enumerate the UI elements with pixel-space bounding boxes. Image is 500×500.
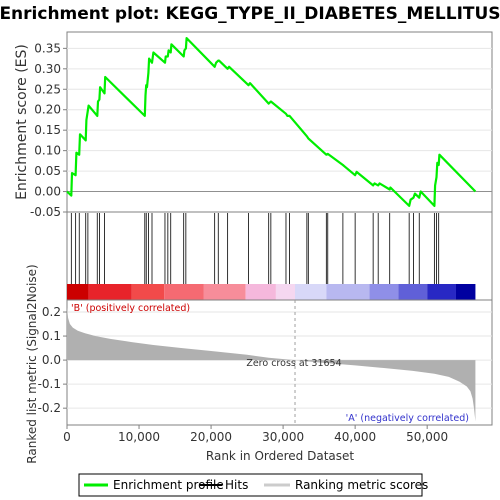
es-y-tick-label: 0.20 [34, 103, 61, 117]
positive-correlation-label: 'B' (positively correlated) [71, 303, 190, 314]
legend-enrichment-profile-label: Enrichment profile [113, 478, 224, 492]
enrichment-profile-line [66, 36, 477, 207]
metric-y-tick-label: 0.0 [42, 353, 61, 367]
ranking-color-segment [326, 284, 370, 300]
x-tick-label: 20,000 [190, 430, 232, 444]
x-tick-label: 10,000 [118, 430, 160, 444]
es-y-tick-label: -0.05 [30, 205, 61, 219]
legend-ranking-metric-label: Ranking metric scores [295, 478, 428, 492]
es-y-tick-label: 0.15 [34, 123, 61, 137]
es-y-axis-label: Enrichment score (ES) [14, 44, 30, 200]
es-y-tick-label: 0.00 [34, 185, 61, 199]
chart-title: Enrichment plot: KEGG_TYPE_II_DIABETES_M… [0, 4, 500, 24]
x-tick-label: 30,000 [262, 430, 304, 444]
ranking-color-segment [131, 284, 165, 300]
metric-y-tick-label: 0.2 [42, 305, 61, 319]
es-y-tick-label: 0.10 [34, 144, 61, 158]
ranking-color-segment [203, 284, 246, 300]
metric-y-tick-label: -0.1 [38, 377, 61, 391]
ranking-color-segment [275, 284, 296, 300]
ranking-color-segment [245, 284, 276, 300]
x-tick-label: 0 [63, 430, 71, 444]
metric-y-tick-label: -0.2 [38, 401, 61, 415]
hits-panel [66, 211, 493, 301]
es-y-tick-label: 0.25 [34, 82, 61, 96]
x-axis-label: Rank in Ordered Dataset [206, 449, 354, 463]
ranking-color-segment [88, 284, 132, 300]
ranking-color-segment [427, 284, 456, 300]
x-tick-label: 40,000 [334, 430, 376, 444]
negative-correlation-label: 'A' (negatively correlated) [346, 413, 469, 424]
ranking-color-segment [369, 284, 399, 300]
es-panel-frame [66, 31, 493, 213]
es-panel: -0.05 0.00 0.05 0.10 0.15 0.20 0.25 0.30 0.35 En… [14, 31, 493, 219]
metric-y-tick-label: 0.1 [42, 329, 61, 343]
es-y-tick-label: 0.35 [34, 41, 61, 55]
zero-cross-label: Zero cross at 31654 [246, 358, 341, 369]
es-y-tick-label: 0.30 [34, 62, 61, 76]
legend: Enrichment profile Hits Ranking metric s… [78, 473, 428, 497]
ranking-color-segment [398, 284, 428, 300]
ranking-metric-area [67, 307, 476, 422]
ranking-color-segment [67, 284, 89, 300]
es-y-tick-label: 0.05 [34, 164, 61, 178]
ranking-color-segment [295, 284, 327, 300]
x-tick-label: 50,000 [406, 430, 448, 444]
metric-y-axis-label: Ranked list metric (Signal2Noise) [25, 264, 39, 463]
legend-box [78, 473, 423, 497]
ranking-color-segment [455, 284, 476, 300]
legend-hits-label: Hits [225, 478, 248, 492]
metric-panel: -0.2 -0.1 0.0 0.1 0.2 0 10,000 20,000 30,000 40,… [25, 264, 493, 464]
ranking-color-segment [164, 284, 204, 300]
